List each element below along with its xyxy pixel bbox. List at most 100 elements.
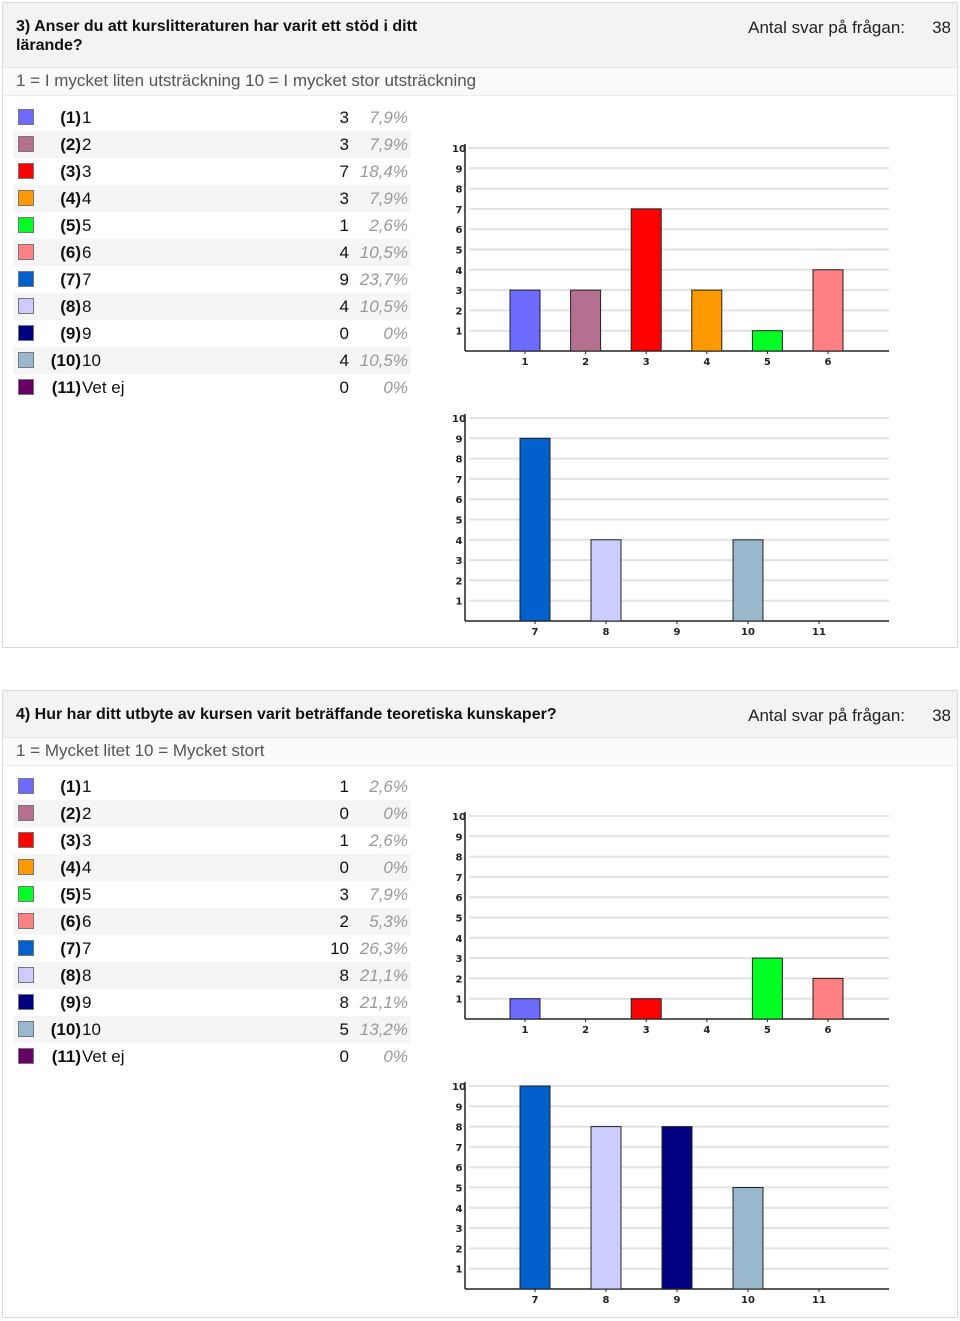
bar-chart-q4-b: 1 2 3 4 5 6 7 8 9 10 7 8 9 10 11 [452, 1082, 889, 1306]
legend-swatch [18, 1048, 34, 1064]
legend-row: (9) 9 0 0% [13, 320, 411, 347]
legend-option-label: 8 [82, 297, 92, 316]
x-tick-label: 5 [764, 1025, 771, 1036]
x-tick-label: 10 [741, 1295, 755, 1306]
legend-option-label: 4 [82, 858, 92, 877]
legend-option-count: 0 [339, 1047, 349, 1066]
legend-swatch [18, 994, 34, 1010]
legend-row: (4) 4 3 7,9% [13, 185, 411, 212]
bar-chart-q3-a: 1 2 3 4 5 6 7 8 9 10 1 2 3 4 5 6 [452, 144, 889, 368]
legend-swatch [18, 352, 34, 368]
question-header: 3) Anser du att kurslitteraturen har var… [3, 3, 957, 68]
legend-option-percent: 26,3% [359, 939, 408, 958]
y-tick-label: 9 [456, 1102, 463, 1113]
y-tick-label: 4 [456, 934, 463, 945]
legend-option-count: 3 [339, 885, 349, 904]
legend-option-percent: 7,9% [369, 189, 408, 208]
legend-swatch [18, 913, 34, 929]
y-tick-label: 8 [456, 185, 463, 196]
legend-option-count: 10 [330, 939, 349, 958]
bar-8 [590, 539, 622, 622]
legend-swatch [18, 940, 34, 956]
bar-9 [661, 1126, 693, 1290]
legend-swatch [18, 136, 34, 152]
legend-option-count: 1 [339, 831, 349, 850]
x-tick-label: 3 [643, 357, 650, 368]
legend-option-number: (8) [60, 966, 81, 985]
y-tick-label: 6 [456, 893, 463, 904]
question-panel-3: 3) Anser du att kurslitteraturen har var… [2, 2, 958, 648]
y-tick-label: 2 [456, 974, 463, 985]
legend-option-number: (7) [60, 270, 81, 289]
legend-swatch [18, 325, 34, 341]
legend-option-label: 3 [82, 831, 92, 850]
y-tick-label: 2 [456, 306, 463, 317]
bar-4 [691, 289, 723, 352]
legend-row: (10) 10 5 13,2% [13, 1016, 411, 1043]
y-tick-label: 6 [456, 225, 463, 236]
x-tick-label: 10 [741, 627, 755, 638]
legend-swatch [18, 298, 34, 314]
legend-option-number: (10) [50, 351, 81, 370]
legend-option-label: 2 [82, 135, 92, 154]
legend-option-number: (11) [51, 1047, 81, 1066]
scale-description-row: 1 = I mycket liten utsträckning 10 = I m… [3, 68, 957, 96]
legend-option-label: 1 [82, 108, 92, 127]
legend-option-number: (5) [60, 216, 81, 235]
legend-row: (8) 8 4 10,5% [13, 293, 411, 320]
legend-option-number: (3) [60, 831, 81, 850]
legend-row: (7) 7 10 26,3% [13, 935, 411, 962]
legend-option-count: 4 [339, 243, 349, 262]
y-tick-label: 5 [456, 1184, 463, 1195]
x-tick-label: 7 [532, 627, 539, 638]
legend-option-count: 8 [339, 993, 349, 1012]
legend-option-percent: 10,5% [359, 351, 408, 370]
y-tick-label: 5 [456, 516, 463, 527]
legend-option-number: (2) [60, 135, 81, 154]
bar-7 [519, 437, 551, 622]
legend-option-number: (4) [60, 858, 81, 877]
y-tick-label: 6 [456, 1163, 463, 1174]
legend-option-number: (2) [60, 804, 81, 823]
legend-row: (5) 5 1 2,6% [13, 212, 411, 239]
legend-row: (11) Vet ej 0 0% [13, 1043, 411, 1070]
legend-option-count: 5 [339, 1020, 349, 1039]
legend-swatch [18, 1021, 34, 1037]
legend-row: (7) 7 9 23,7% [13, 266, 411, 293]
legend-option-percent: 10,5% [359, 297, 408, 316]
legend-option-count: 7 [339, 162, 349, 181]
legend-option-percent: 2,6% [369, 216, 408, 235]
legend-row: (8) 8 8 21,1% [13, 962, 411, 989]
legend-row: (11) Vet ej 0 0% [13, 374, 411, 401]
legend-option-percent: 18,4% [359, 162, 408, 181]
legend-option-label: 5 [82, 885, 92, 904]
legend-row: (3) 3 7 18,4% [13, 158, 411, 185]
legend-row: (1) 1 3 7,9% [13, 104, 411, 131]
x-tick-label: 2 [582, 357, 589, 368]
question-header: 4) Hur har ditt utbyte av kursen varit b… [3, 691, 957, 738]
answer-count: 38 [932, 18, 951, 37]
legend-option-number: (9) [60, 993, 81, 1012]
y-tick-label: 9 [456, 164, 463, 175]
scale-description-row: 1 = Mycket litet 10 = Mycket stort [3, 738, 957, 766]
legend-option-percent: 0% [383, 378, 408, 397]
y-tick-label: 4 [456, 1204, 463, 1215]
legend-option-percent: 5,3% [369, 912, 408, 931]
bar-7 [519, 1085, 551, 1290]
bar-2 [570, 289, 602, 352]
legend-option-label: 3 [82, 162, 92, 181]
bar-10 [732, 1187, 764, 1290]
x-tick-label: 6 [825, 357, 832, 368]
x-tick-label: 4 [703, 1025, 710, 1036]
legend-swatch [18, 109, 34, 125]
legend-option-count: 1 [339, 777, 349, 796]
x-tick-label: 11 [812, 1295, 826, 1306]
y-tick-label: 7 [456, 475, 463, 486]
legend-option-percent: 2,6% [369, 777, 408, 796]
legend-row: (5) 5 3 7,9% [13, 881, 411, 908]
legend-row: (3) 3 1 2,6% [13, 827, 411, 854]
legend-option-label: Vet ej [82, 1047, 125, 1066]
legend-option-label: 6 [82, 912, 92, 931]
x-tick-label: 9 [674, 1295, 681, 1306]
y-tick-label: 8 [456, 455, 463, 466]
